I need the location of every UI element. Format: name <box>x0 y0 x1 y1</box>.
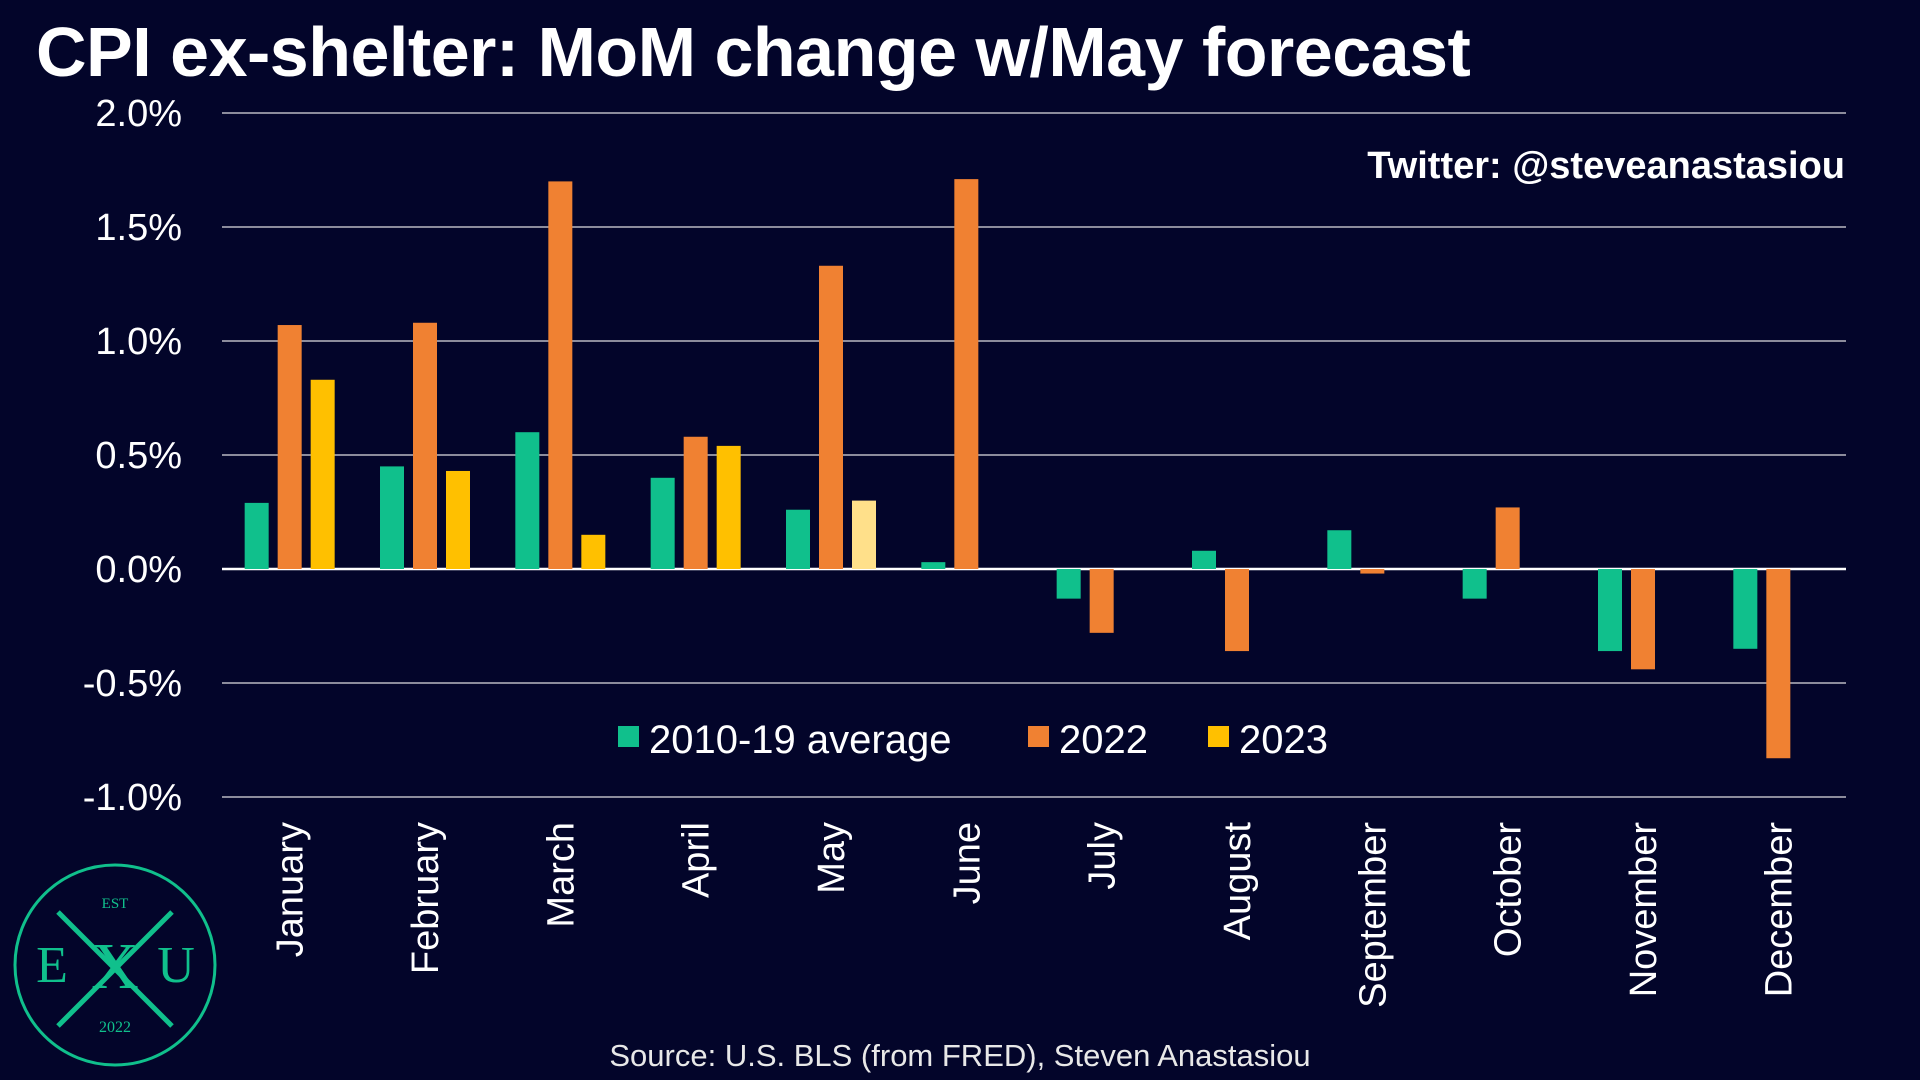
legend-swatch <box>618 726 639 747</box>
y-tick-label: 0.5% <box>95 435 182 477</box>
legend-label: 2010-19 average <box>649 718 951 762</box>
bar-2023-may <box>852 500 876 569</box>
bar-2010-19-average-july <box>1056 569 1081 599</box>
bar-2022-november <box>1631 569 1655 670</box>
logo-est-text: EST <box>102 896 129 912</box>
bar-2010-19-average-february <box>380 466 404 569</box>
x-tick-label: April <box>676 822 718 898</box>
x-tick-label: December <box>1758 822 1800 998</box>
logo-cross-line <box>56 910 174 1028</box>
legend-label: 2022 <box>1059 718 1148 762</box>
bar-2010-19-average-december <box>1733 569 1758 649</box>
chart-title: CPI ex-shelter: MoM change w/May forecas… <box>36 13 1471 91</box>
x-tick-label: October <box>1488 822 1530 958</box>
bar-2022-may <box>819 265 843 569</box>
bar-2022-april <box>683 436 708 569</box>
bar-2010-19-average-october <box>1462 569 1487 599</box>
bar-2023-march <box>581 534 606 569</box>
bar-2010-19-average-september <box>1327 530 1352 569</box>
bar-2023-january <box>310 379 335 569</box>
legend-label: 2023 <box>1239 718 1328 762</box>
bar-2010-19-average-may <box>786 509 810 569</box>
y-tick-label: 0.0% <box>95 549 182 591</box>
bar-2010-19-average-june <box>921 562 946 569</box>
watermark-handle: Twitter: @steveanastasiou <box>1367 145 1845 187</box>
x-tick-label: January <box>270 822 312 957</box>
y-tick-label: -0.5% <box>83 663 182 705</box>
bar-2022-march <box>548 181 573 569</box>
gridlines <box>222 112 1846 798</box>
bar-2022-june <box>954 179 979 569</box>
x-tick-label: June <box>946 822 988 904</box>
bar-2022-january <box>277 325 302 569</box>
legend-swatch <box>1028 726 1049 747</box>
bar-2022-september <box>1360 569 1385 574</box>
x-tick-label: August <box>1217 822 1259 941</box>
logo-letter-x: X <box>91 930 139 1003</box>
logo-letter-e: E <box>36 937 68 994</box>
x-tick-label: November <box>1623 822 1665 998</box>
x-tick-label: February <box>405 822 447 974</box>
bar-2022-august <box>1225 569 1249 652</box>
source-note: Source: U.S. BLS (from FRED), Steven Ana… <box>609 1038 1311 1073</box>
x-tick-label: July <box>1082 822 1124 890</box>
bar-2022-july <box>1089 569 1114 633</box>
logo-letter-u: U <box>157 937 195 994</box>
logo: EST E X U 2022 <box>13 863 217 1067</box>
legend-swatch <box>1208 726 1229 747</box>
bar-2022-february <box>413 322 437 569</box>
x-tick-label: March <box>540 822 582 928</box>
bar-2023-february <box>446 470 470 569</box>
x-tick-label: May <box>811 822 853 894</box>
y-tick-label: 1.0% <box>95 321 182 363</box>
bar-2010-19-average-april <box>650 477 675 569</box>
bar-2022-october <box>1495 507 1520 569</box>
bar-2010-19-average-august <box>1192 550 1216 569</box>
bars <box>244 179 1791 759</box>
x-tick-label: September <box>1352 822 1394 1008</box>
logo-year-text: 2022 <box>99 1019 131 1036</box>
bar-2023-april <box>716 445 741 569</box>
y-tick-label: 2.0% <box>95 93 182 135</box>
legend: 2010-19 average 2022 2023 <box>618 718 1328 762</box>
bar-2022-december <box>1766 569 1791 759</box>
bar-2010-19-average-january <box>244 502 269 569</box>
bar-2010-19-average-march <box>515 432 540 569</box>
bar-2010-19-average-november <box>1598 569 1622 652</box>
y-tick-label: -1.0% <box>83 777 182 819</box>
logo-ring <box>13 863 217 1067</box>
x-axis-tick-labels: January February March April May June July Augu… <box>270 822 1801 1008</box>
y-tick-label: 1.5% <box>95 207 182 249</box>
y-axis-tick-labels: 2.0% 1.5% 1.0% 0.5% 0.0% -0.5% -1.0% <box>83 93 182 819</box>
